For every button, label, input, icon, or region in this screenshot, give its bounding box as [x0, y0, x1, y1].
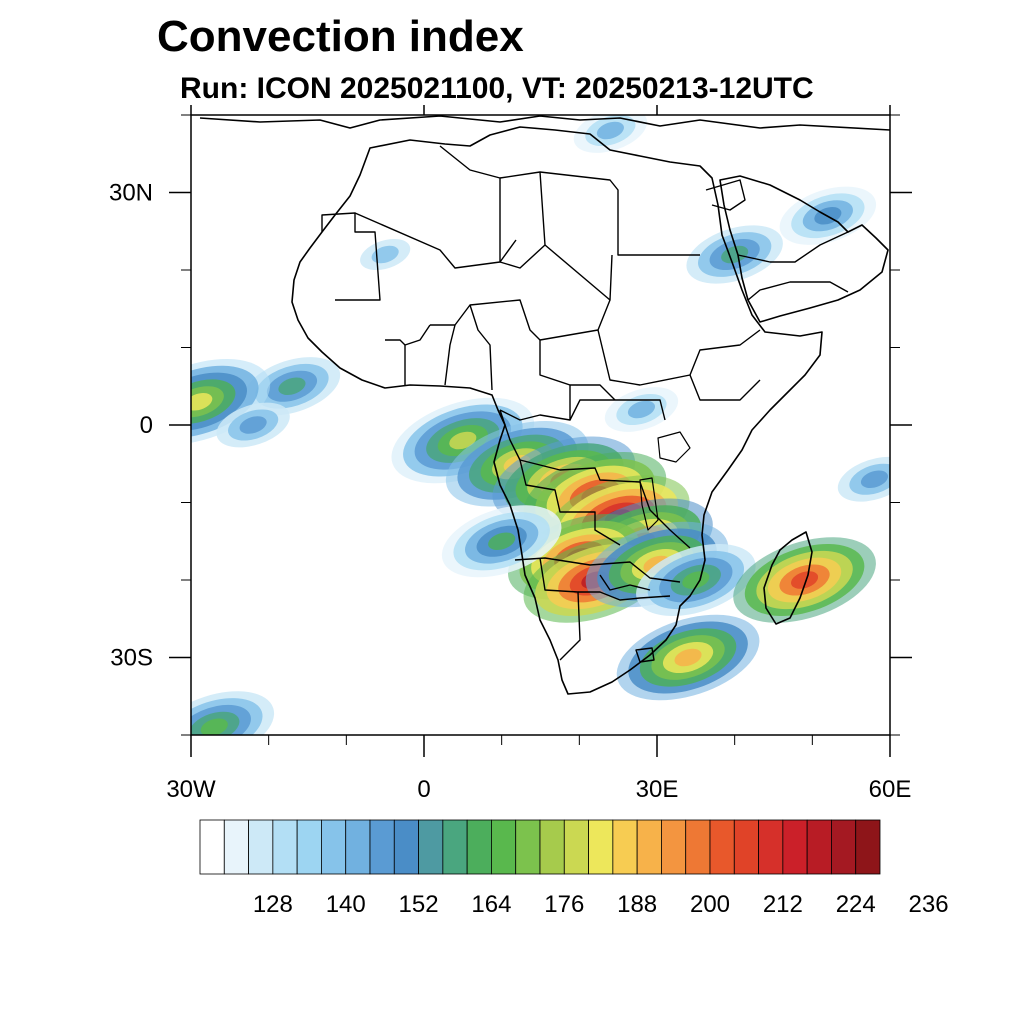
convection-cell	[216, 402, 290, 448]
chart-subtitle: Run: ICON 2025021100, VT: 20250213-12UTC	[180, 72, 814, 105]
country-borders	[321, 145, 849, 663]
colorbar-swatch	[515, 819, 541, 875]
colorbar-swatch	[758, 819, 784, 875]
colorbar-swatch	[636, 819, 662, 875]
x-tick-label: 30W	[166, 776, 216, 803]
chart-title: Convection index	[157, 12, 524, 61]
convection-contour	[596, 121, 624, 140]
convection-contour	[449, 431, 477, 450]
colorbar-swatch	[685, 819, 711, 875]
colorbar-label: 152	[399, 891, 439, 918]
colorbar-swatch	[709, 819, 735, 875]
y-tick-label: 30S	[110, 645, 153, 672]
colorbar-swatch	[831, 819, 857, 875]
convection-contour	[627, 400, 656, 419]
colorbar-label: 212	[763, 891, 803, 918]
convection-contour	[371, 245, 399, 264]
convection-contour	[488, 532, 516, 551]
x-tick-label: 60E	[869, 776, 912, 803]
convection-cell	[243, 357, 341, 416]
x-tick-label: 0	[417, 776, 430, 803]
colorbar-swatch	[782, 819, 808, 875]
convection-cell	[604, 387, 679, 432]
europe-coastline	[199, 115, 890, 131]
colorbar-swatch	[248, 819, 274, 875]
colorbar-swatch	[733, 819, 759, 875]
colorbar-swatch	[612, 819, 638, 875]
convection-contour	[791, 571, 819, 589]
colorbar-swatch	[466, 819, 492, 875]
colorbar-label: 164	[471, 891, 511, 918]
convection-contour	[278, 377, 306, 396]
colorbar-swatch	[393, 819, 419, 875]
arabia-coastline	[719, 175, 889, 323]
colorbar-swatch	[491, 819, 517, 875]
y-tick-label: 30N	[109, 180, 153, 207]
x-tick-label: 30E	[636, 776, 679, 803]
colorbar-label: 140	[326, 891, 366, 918]
convection-contour	[191, 392, 213, 411]
convection-cell	[360, 238, 411, 271]
colorbar-swatch	[806, 819, 832, 875]
convection-contour	[682, 571, 710, 589]
colorbar-swatch	[345, 819, 371, 875]
colorbar-label: 224	[836, 891, 876, 918]
colorbar-swatch	[418, 819, 444, 875]
colorbar-swatch	[199, 819, 225, 875]
convection-contour	[674, 648, 702, 667]
x-axis: 30W 0 30E 60E	[166, 105, 911, 803]
colorbar-label: 128	[253, 891, 293, 918]
madagascar-coastline	[763, 531, 813, 625]
convection-cell	[837, 456, 890, 502]
colorbar	[199, 819, 881, 875]
convection-cell	[733, 537, 876, 623]
colorbar-swatch	[855, 819, 881, 875]
convection-cell	[441, 505, 562, 578]
convection-contour	[860, 470, 889, 489]
convection-cell	[686, 225, 783, 284]
colorbar-labels: 128 140 152 164 176 188 200 212 224 236	[253, 891, 949, 918]
convection-cell	[636, 544, 756, 616]
colorbar-swatch	[442, 819, 468, 875]
colorbar-swatch	[223, 819, 249, 875]
colorbar-swatch	[661, 819, 687, 875]
colorbar-swatch	[563, 819, 589, 875]
colorbar-swatch	[369, 819, 395, 875]
y-tick-label: 0	[140, 412, 153, 439]
y-axis: 30N 0 30S	[109, 180, 912, 672]
colorbar-swatch	[539, 819, 565, 875]
colorbar-label: 176	[544, 891, 584, 918]
colorbar-swatch	[296, 819, 322, 875]
colorbar-label: 200	[690, 891, 730, 918]
colorbar-label: 236	[909, 891, 949, 918]
convection-contour	[200, 718, 228, 735]
colorbar-swatch	[321, 819, 347, 875]
convection-cell	[191, 691, 275, 735]
colorbar-swatch	[272, 819, 298, 875]
convection-contour	[239, 416, 267, 434]
colorbar-swatch	[588, 819, 614, 875]
colorbar-label: 188	[617, 891, 657, 918]
